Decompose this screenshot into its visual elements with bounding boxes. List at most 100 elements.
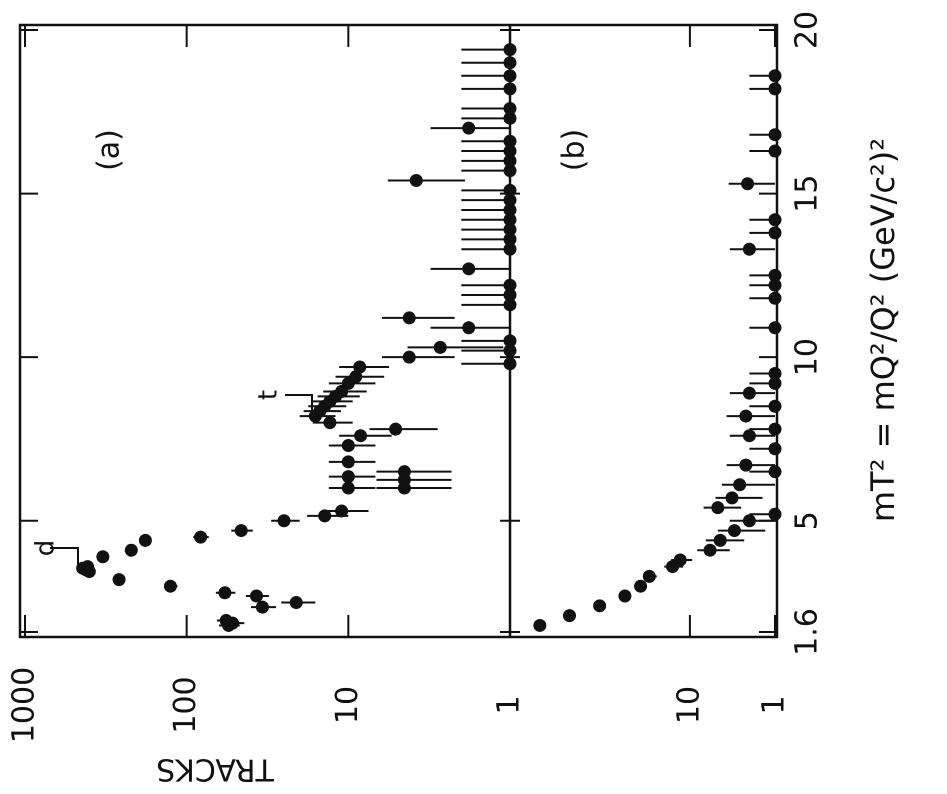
- data-point: [503, 183, 517, 197]
- data-point: [277, 514, 291, 528]
- data-point: [733, 478, 747, 492]
- data-point: [341, 470, 355, 484]
- data-point: [503, 213, 517, 227]
- data-point: [703, 543, 717, 557]
- data-point: [503, 56, 517, 70]
- data-point: [727, 524, 741, 538]
- data-point: [503, 134, 517, 148]
- data-point: [768, 291, 782, 305]
- y-tick-label: 1: [492, 695, 527, 714]
- data-point: [402, 311, 416, 325]
- data-point: [503, 344, 517, 358]
- y-axis-label: TRACKS: [156, 752, 275, 787]
- data-point: [768, 507, 782, 521]
- data-point: [503, 242, 517, 256]
- annotation-arrow: [50, 547, 79, 572]
- data-point: [503, 203, 517, 217]
- data-point: [768, 465, 782, 479]
- data-point: [218, 586, 232, 600]
- data-point: [533, 618, 547, 632]
- data-point: [768, 278, 782, 292]
- data-point: [353, 360, 367, 374]
- data-point: [742, 429, 756, 443]
- x-tick-label: 20: [790, 11, 825, 49]
- data-point: [81, 560, 95, 574]
- data-point: [768, 376, 782, 390]
- data-point: [349, 370, 363, 384]
- data-point: [741, 177, 755, 191]
- data-point: [249, 589, 263, 603]
- x-tick-label: 10: [790, 338, 825, 376]
- data-point: [768, 321, 782, 335]
- x-tick-label: 15: [790, 174, 825, 212]
- data-point: [503, 288, 517, 302]
- data-point: [768, 82, 782, 96]
- annotation: t: [254, 390, 284, 400]
- data-point: [713, 533, 727, 547]
- data-point: [742, 386, 756, 400]
- data-point: [354, 429, 368, 443]
- data-point: [503, 111, 517, 125]
- data-point: [138, 533, 152, 547]
- x-tick-label: 5: [790, 511, 825, 530]
- data-point: [503, 334, 517, 348]
- data-point: [768, 144, 782, 158]
- data-point: [503, 102, 517, 116]
- data-point: [503, 223, 517, 237]
- data-point: [124, 543, 138, 557]
- panel-label: (a): [92, 129, 127, 171]
- data-point: [593, 599, 607, 613]
- data-point: [341, 481, 355, 495]
- data-point: [503, 43, 517, 57]
- data-point: [194, 530, 208, 544]
- x-tick-label: 1.6: [790, 608, 825, 656]
- data-point: [433, 340, 447, 354]
- data-point: [634, 579, 648, 593]
- data-point: [163, 579, 177, 593]
- data-point: [725, 491, 739, 505]
- data-point: [768, 128, 782, 142]
- y-tick-label: 100: [168, 676, 203, 733]
- data-point: [323, 416, 337, 430]
- data-point: [642, 569, 656, 583]
- data-point: [112, 573, 126, 587]
- annotation-arrow: [285, 394, 313, 420]
- data-point: [503, 232, 517, 246]
- data-point: [742, 242, 756, 256]
- data-point: [742, 514, 756, 528]
- data-point: [503, 193, 517, 207]
- data-point: [234, 524, 248, 538]
- data-point: [402, 350, 416, 364]
- data-point: [318, 509, 332, 523]
- data-point: [739, 458, 753, 472]
- data-point: [462, 321, 476, 335]
- data-point: [341, 439, 355, 453]
- data-point: [503, 82, 517, 96]
- data-point: [503, 164, 517, 178]
- data-point: [503, 298, 517, 312]
- y-tick-label: 10: [330, 686, 365, 724]
- data-point: [768, 367, 782, 381]
- data-point: [503, 154, 517, 168]
- data-point: [389, 422, 403, 436]
- data-point: [562, 609, 576, 623]
- data-point: [768, 399, 782, 413]
- data-point: [462, 262, 476, 276]
- data-point: [768, 268, 782, 282]
- data-point: [768, 442, 782, 456]
- data-point: [768, 69, 782, 83]
- data-point: [409, 174, 423, 187]
- data-point: [768, 213, 782, 227]
- data-point: [768, 226, 782, 240]
- data-point: [462, 121, 476, 135]
- x-axis-label: mT² = mQ²/Q² (GeV/c²)²: [864, 138, 902, 522]
- data-point: [503, 278, 517, 292]
- data-point: [503, 69, 517, 83]
- annotation: d: [31, 540, 61, 557]
- panel-label: (b): [557, 129, 592, 171]
- y-tick-label: 1000: [7, 667, 42, 743]
- data-point: [341, 455, 355, 469]
- data-point: [397, 465, 411, 479]
- data-point: [335, 504, 349, 518]
